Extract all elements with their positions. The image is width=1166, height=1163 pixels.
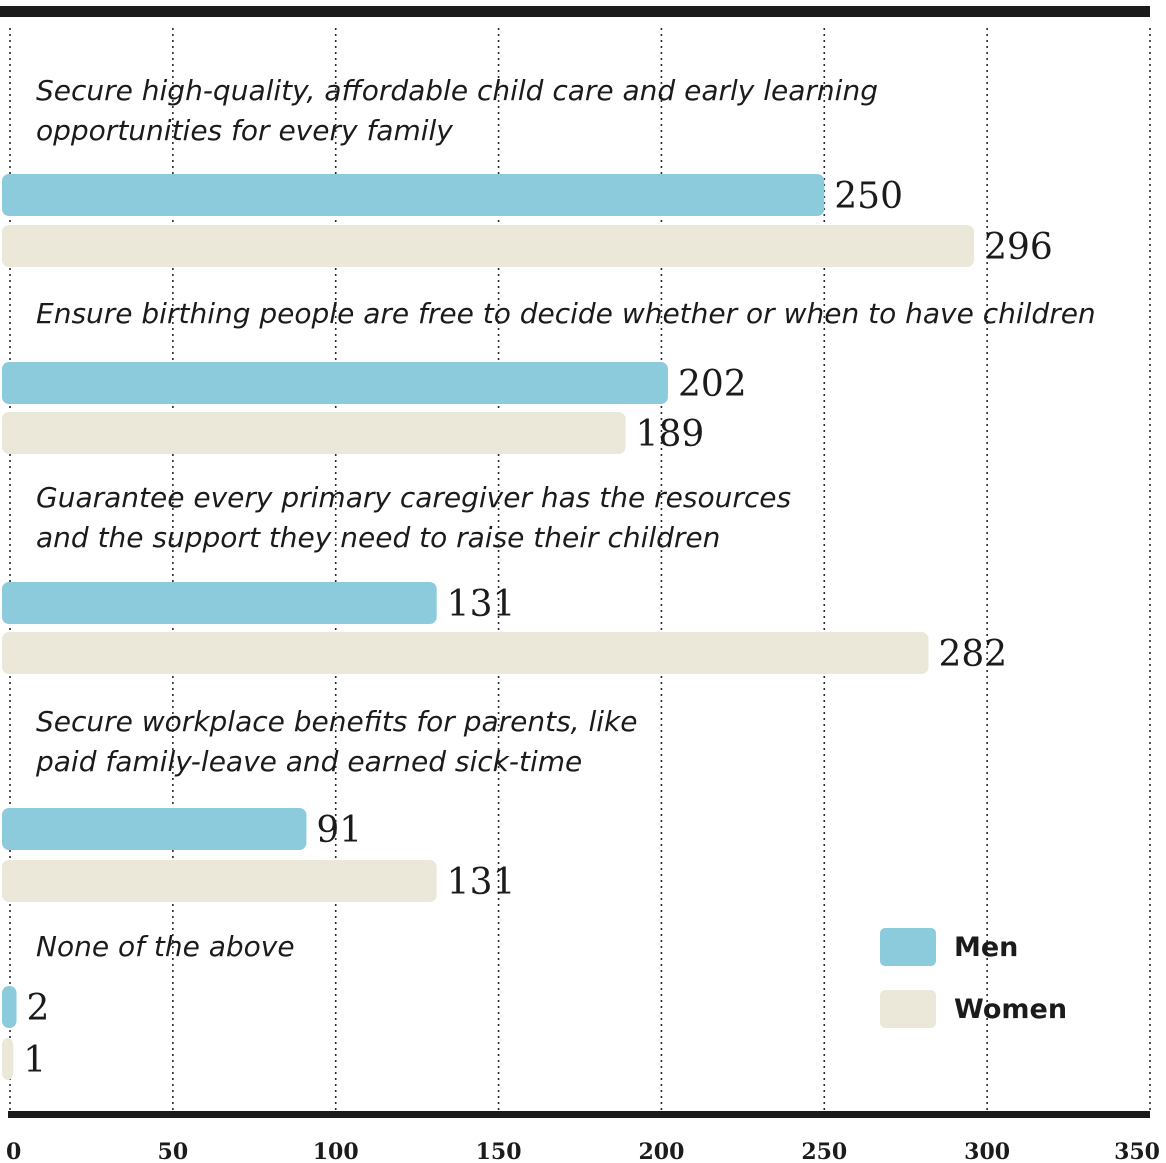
bar-women [2, 632, 929, 674]
x-tick-label: 0 [6, 1139, 21, 1163]
legend-swatch-men [880, 928, 936, 966]
x-tick-label: 50 [158, 1139, 189, 1163]
value-label-women: 296 [984, 227, 1053, 268]
value-label-men: 2 [27, 988, 50, 1029]
x-tick-label: 200 [638, 1139, 684, 1163]
category-label-line: Secure high-quality, affordable child ca… [36, 74, 878, 107]
category-label-line: Guarantee every primary caregiver has th… [36, 481, 791, 514]
legend-swatch-women [880, 990, 936, 1028]
value-label-men: 202 [678, 364, 747, 405]
bar-men [2, 362, 668, 404]
value-label-women: 189 [636, 414, 705, 455]
value-label-men: 91 [316, 810, 362, 851]
bar-women [2, 1038, 14, 1080]
bar-women [2, 860, 437, 902]
bar-men [2, 174, 825, 216]
bar-men [2, 582, 437, 624]
x-tick-label: 100 [313, 1139, 359, 1163]
category-label-line: Secure workplace benefits for parents, l… [36, 705, 637, 738]
bar-men [2, 808, 307, 850]
value-label-men: 250 [834, 176, 903, 217]
x-tick-label: 150 [476, 1139, 522, 1163]
bar-men [2, 986, 17, 1028]
value-label-women: 1 [23, 1040, 46, 1081]
x-tick-label: 250 [801, 1139, 847, 1163]
category-label-line: paid family-leave and earned sick-time [35, 745, 582, 778]
x-tick-label: 350 [1114, 1139, 1160, 1163]
legend: Men Women [880, 928, 1067, 1028]
legend-label-women: Women [954, 994, 1067, 1025]
category-label: None of the above [36, 930, 295, 963]
x-tick-label: 300 [964, 1139, 1010, 1163]
bar-women [2, 412, 626, 454]
category-label: Secure workplace benefits for parents, l… [35, 705, 637, 778]
category-label-line: and the support they need to raise their… [36, 521, 720, 554]
category-label-line: opportunities for every family [36, 114, 453, 147]
value-label-women: 131 [447, 862, 516, 903]
category-label: Ensure birthing people are free to decid… [36, 297, 1096, 330]
category-label-line: Ensure birthing people are free to decid… [36, 297, 1096, 330]
bar-women [2, 225, 975, 267]
category-label-line: None of the above [36, 930, 295, 963]
x-axis-rule [8, 1111, 1150, 1118]
category-label: Guarantee every primary caregiver has th… [36, 481, 791, 554]
value-label-men: 131 [447, 584, 516, 625]
bars [2, 174, 975, 1080]
x-axis-ticks: 0 50 100 150 200 250 300 350 [6, 1139, 1160, 1163]
top-rule [0, 6, 1150, 17]
category-label: Secure high-quality, affordable child ca… [36, 74, 878, 147]
legend-label-men: Men [954, 932, 1018, 963]
value-labels: 250 202 131 91 2 296 189 282 131 1 [23, 176, 1053, 1081]
value-label-women: 282 [939, 634, 1008, 675]
category-labels: Secure high-quality, affordable child ca… [35, 74, 1096, 963]
